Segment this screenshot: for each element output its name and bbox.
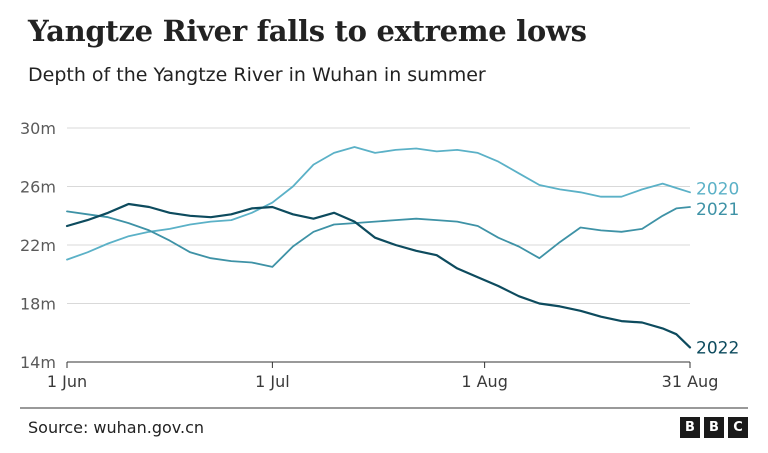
y-tick-label: 18m [20, 295, 56, 314]
y-tick-label: 30m [20, 119, 56, 138]
series-line-2020 [66, 146, 691, 261]
series-line-2021 [66, 206, 691, 268]
chart-title: Yangtze River falls to extreme lows [28, 14, 587, 48]
series-label-2020: 2020 [696, 179, 739, 199]
series-label-2021: 2021 [696, 200, 739, 220]
x-tick-label: 1 Jun [47, 372, 87, 391]
source-note: Source: wuhan.gov.cn [28, 418, 205, 437]
logo-letter-b2: B [704, 417, 724, 438]
y-tick-label: 22m [20, 236, 56, 255]
logo-letter-c: C [728, 417, 748, 438]
series-line-2022 [65, 202, 692, 349]
y-tick-label: 14m [20, 353, 56, 372]
logo-letter-b1: B [680, 417, 700, 438]
x-tick-label: 1 Aug [461, 372, 508, 391]
chart-subtitle: Depth of the Yangtze River in Wuhan in s… [28, 64, 486, 86]
bbc-logo: B B C [680, 417, 748, 438]
series-label-2022: 2022 [696, 338, 739, 358]
x-tick-label: 31 Aug [662, 372, 719, 391]
x-tick-label: 1 Jul [255, 372, 290, 391]
y-tick-label: 26m [20, 178, 56, 197]
